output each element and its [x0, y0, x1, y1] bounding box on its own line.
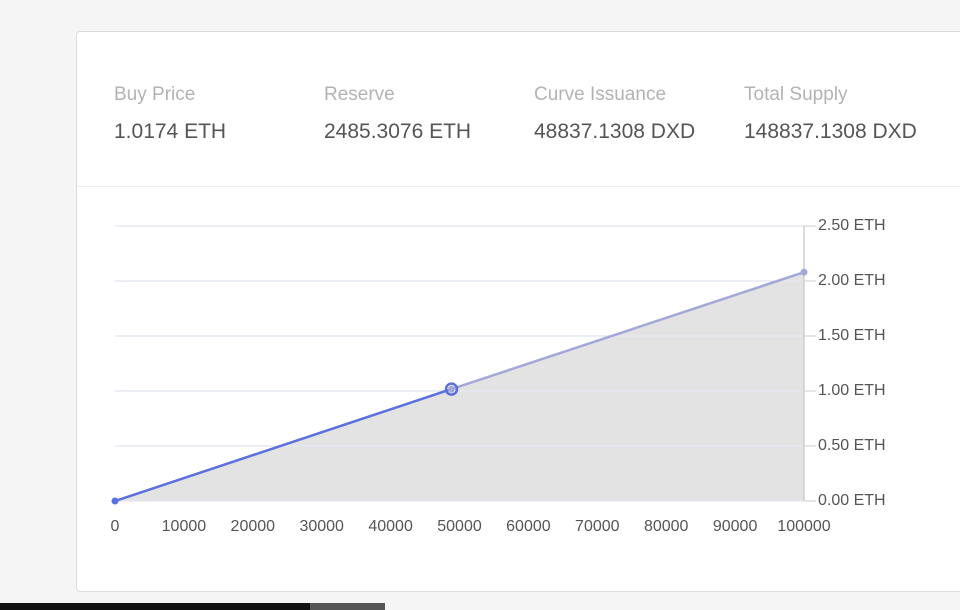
- x-tick-label: 30000: [299, 518, 344, 535]
- line: [451, 271, 805, 391]
- stat-value: 2485.3076 ETH: [324, 120, 472, 143]
- y-tick-label: 0.50 ETH: [818, 437, 886, 454]
- stat-value: 1.0174 ETH: [114, 120, 227, 143]
- stat: Buy Price 1.0174 ETH: [114, 84, 226, 144]
- stat: Total Supply 148837.1308 DXD: [744, 84, 917, 144]
- y-tick-label: 1.00 ETH: [818, 382, 886, 399]
- x-tick-label: 80000: [644, 518, 689, 535]
- x-tick-label: 60000: [506, 518, 551, 535]
- x-tick-label: 10000: [162, 518, 207, 535]
- x-tick-label: 0: [111, 518, 120, 535]
- point: [447, 385, 455, 393]
- point: [800, 268, 808, 276]
- area: [451, 272, 804, 501]
- line: [114, 387, 452, 503]
- stat-label: Curve Issuance: [534, 84, 667, 105]
- taskbar: [310, 603, 385, 610]
- point: [444, 382, 459, 396]
- y-tick-label: 2.00 ETH: [818, 272, 886, 289]
- y-tick-label: 1.50 ETH: [818, 327, 886, 344]
- x-tick-label: 40000: [368, 518, 413, 535]
- stat: Curve Issuance 48837.1308 DXD: [534, 84, 695, 144]
- x-tick-label: 90000: [713, 518, 758, 535]
- y-tick-label: 0.00 ETH: [818, 492, 886, 509]
- y-tick-label: 2.50 ETH: [818, 217, 886, 234]
- stat-label: Reserve: [324, 84, 395, 105]
- taskbar: [0, 603, 310, 610]
- x-tick-label: 20000: [231, 518, 276, 535]
- stat-label: Buy Price: [114, 84, 196, 105]
- x-tick-label: 50000: [437, 518, 482, 535]
- divider: [77, 186, 960, 187]
- stat-value: 48837.1308 DXD: [534, 120, 696, 143]
- stat-value: 148837.1308 DXD: [744, 120, 917, 143]
- x-tick-label: 70000: [575, 518, 620, 535]
- point: [111, 497, 119, 505]
- x-tick-label: 100000: [777, 518, 830, 535]
- stat-label: Total Supply: [744, 84, 848, 105]
- stat: Reserve 2485.3076 ETH: [324, 84, 471, 144]
